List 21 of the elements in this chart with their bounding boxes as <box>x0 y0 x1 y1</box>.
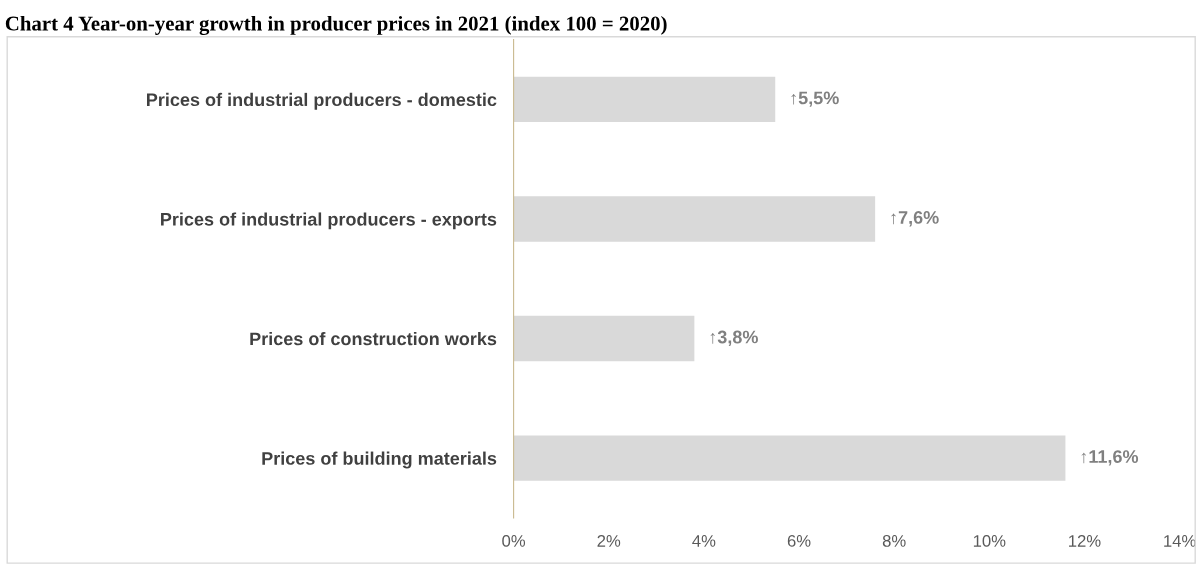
bar <box>513 76 776 123</box>
x-tick-label: 12% <box>1069 535 1101 547</box>
data-label: ↑3,8% <box>710 330 758 346</box>
x-tick-label: 0% <box>502 535 526 547</box>
y-tick-label: Prices of building materials <box>262 451 497 469</box>
bar <box>513 435 1066 481</box>
y-tick-label: Prices of industrial producers - exports <box>161 212 497 230</box>
y-tick-label: Prices of industrial producers - domestic <box>147 92 497 110</box>
data-label: ↑7,6% <box>891 211 939 227</box>
data-label: ↑11,6% <box>1081 450 1139 466</box>
x-tick-label: 6% <box>787 535 811 547</box>
x-tick-label: 14% <box>1164 535 1196 547</box>
x-tick-label: 8% <box>882 535 906 547</box>
x-tick-label: 4% <box>692 535 716 547</box>
bar <box>513 315 695 362</box>
x-tick-label: 10% <box>973 535 1006 547</box>
y-tick-label: Prices of construction works <box>250 332 497 346</box>
bar <box>513 196 876 242</box>
x-tick-label: 2% <box>597 535 621 547</box>
data-label: ↑5,5% <box>791 91 839 107</box>
text: Chart 4 Year-on-year growth in producer prices in 2021 (index 100 = 2020) <box>5 15 667 35</box>
